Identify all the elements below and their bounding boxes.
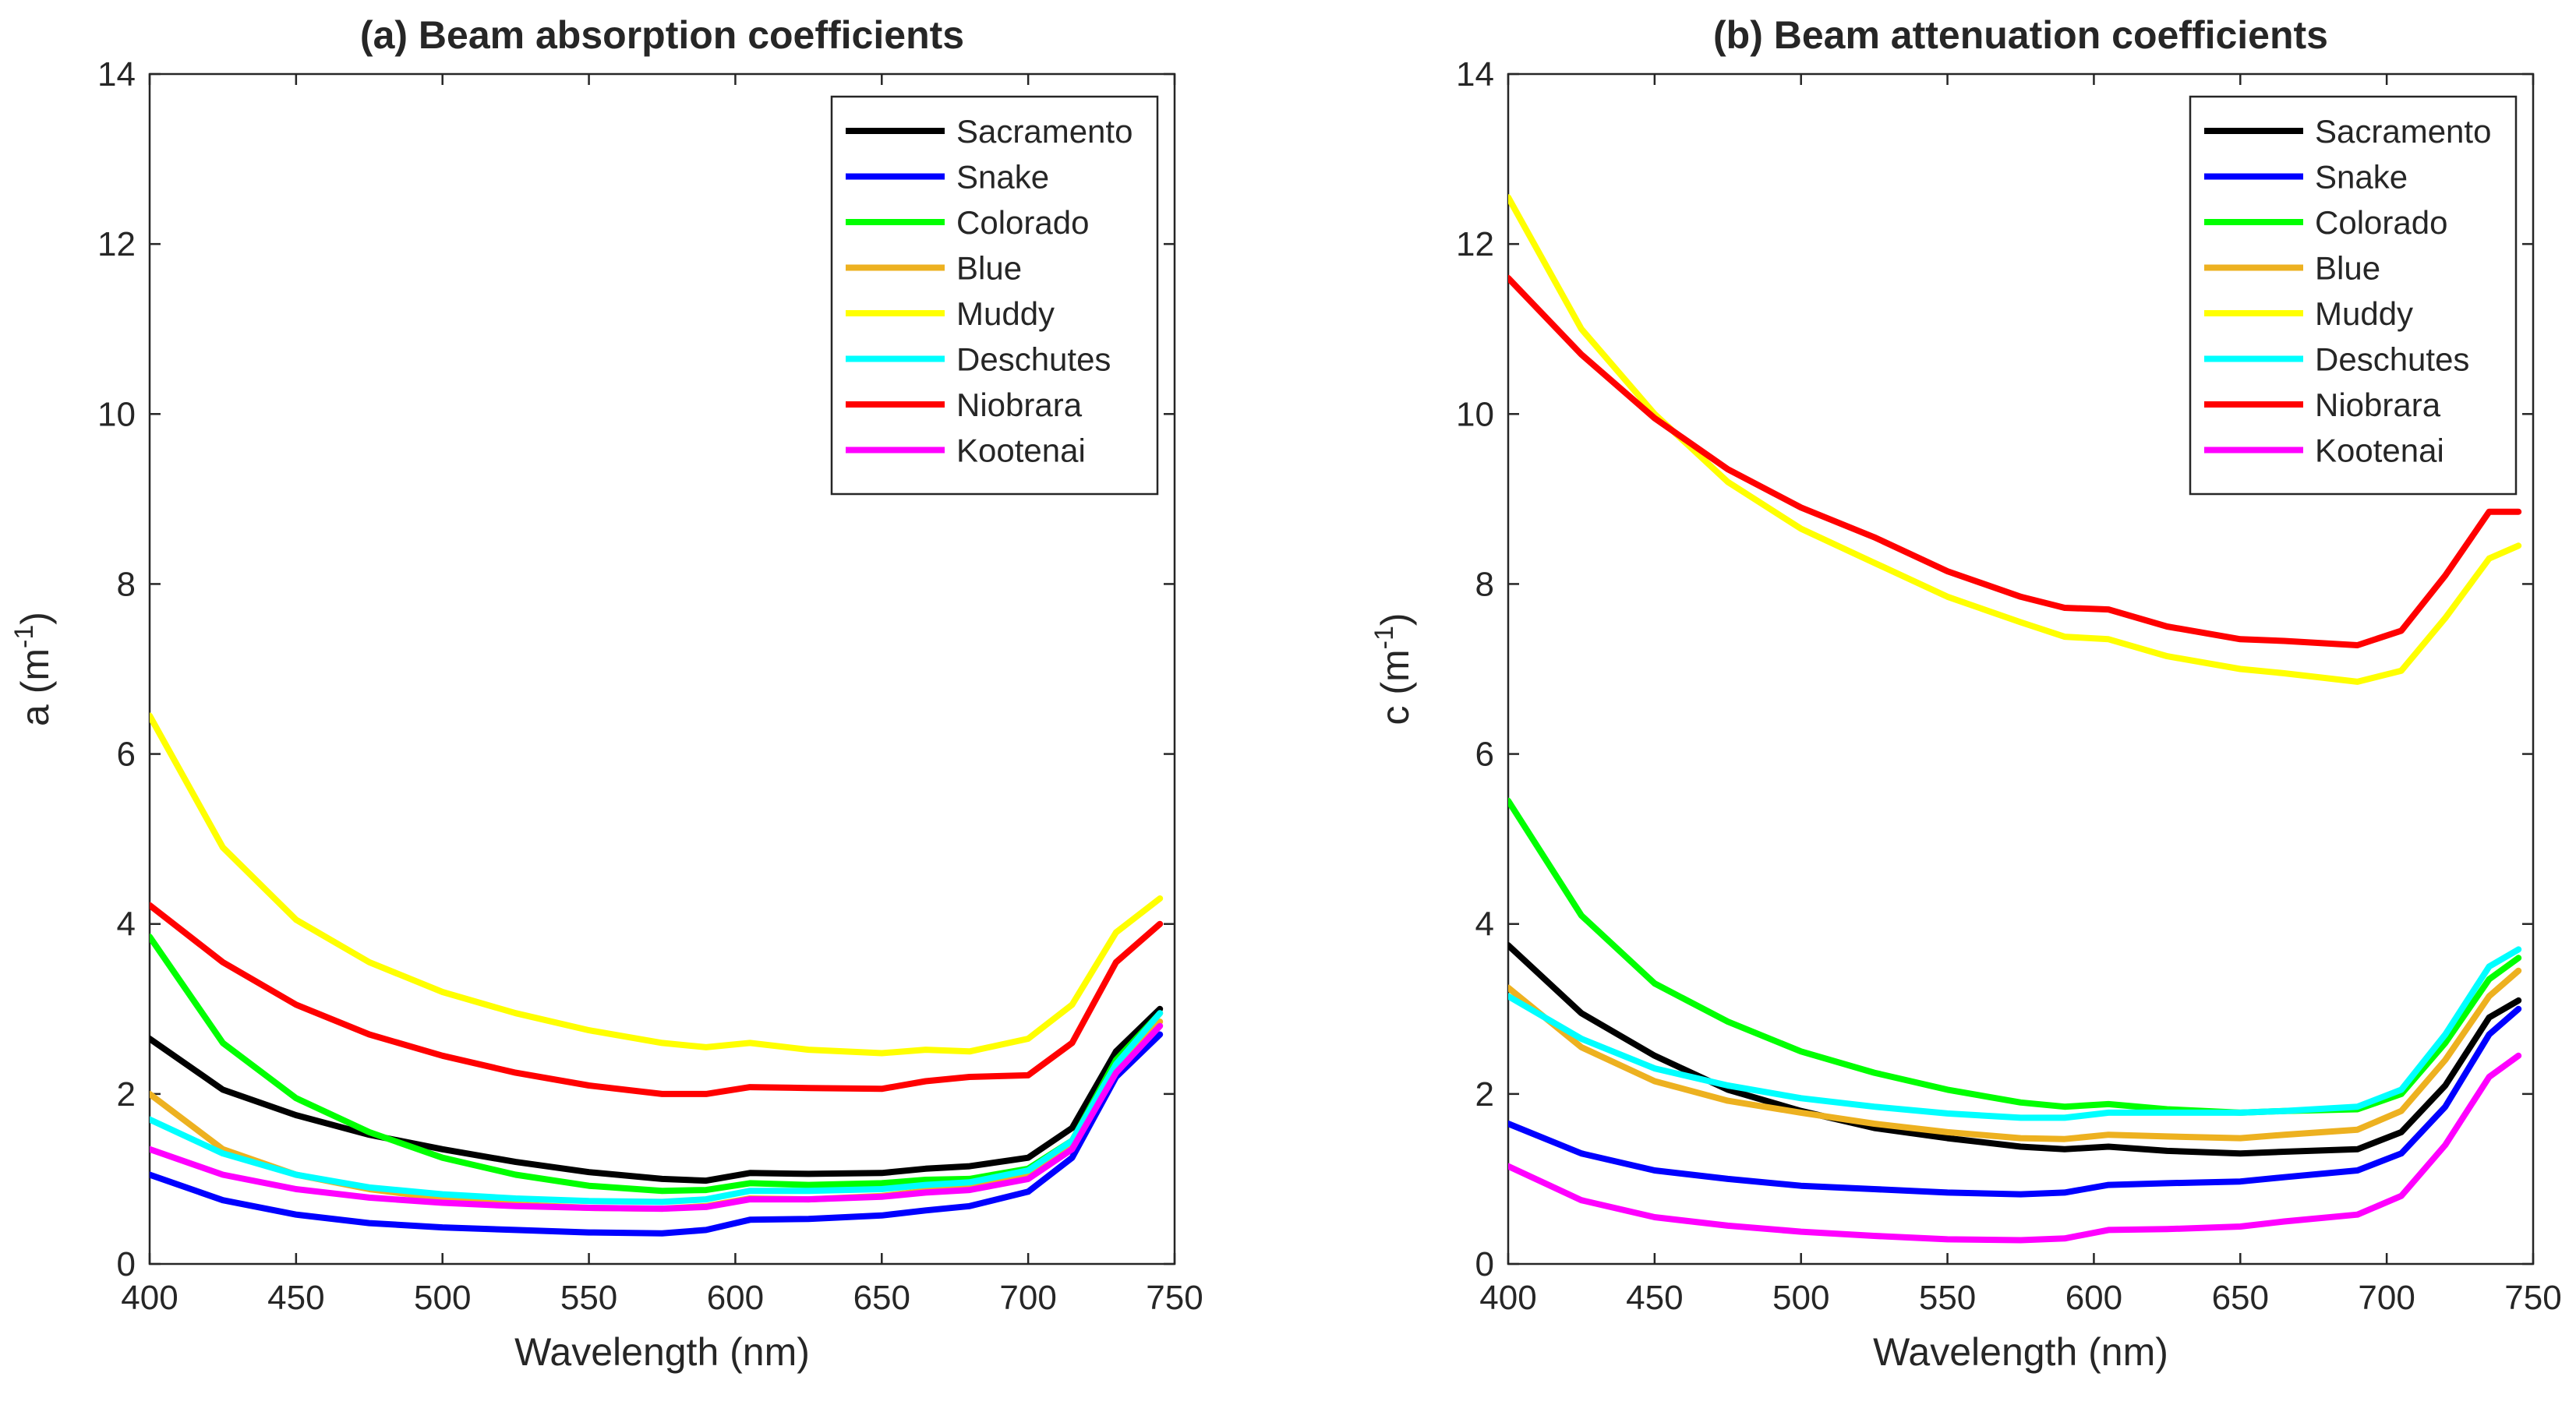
y-tick-label: 14 [97,55,136,94]
legend-label: Deschutes [2315,341,2469,378]
axes-box [1507,72,2535,1266]
y-tick-label: 2 [1475,1075,1494,1114]
y-tick-label: 6 [1475,736,1494,774]
y-tick-label: 0 [1475,1245,1494,1283]
x-axis-label: Wavelength (nm) [1873,1330,2168,1374]
legend-label: Sacramento [956,113,1133,150]
y-tick-label: 8 [117,565,136,603]
series-line-kootenai [150,1022,1164,1213]
series-line-kootenai [1508,1052,2522,1244]
y-axis-label-sup: -1 [1369,626,1399,649]
legend-label: Blue [2315,250,2380,287]
series-line-niobrara [1508,274,2522,648]
legend-label: Kootenai [956,432,1086,469]
legend-label: Kootenai [2315,432,2444,469]
series-line-deschutes [1508,946,2522,1121]
series-line-deschutes [150,1010,1164,1205]
legend-box [2189,95,2518,496]
series-line-muddy [150,712,1164,1057]
x-tick-label: 750 [1146,1279,1203,1317]
panel-attenuation: 400 450 500 550 600 650 700 750 0 2 4 6 8 10 12 14 (b) B… [1369,13,2562,1374]
y-tick-label: 12 [1456,225,1494,263]
axes-box [148,72,1176,1266]
series-line-muddy [1508,194,2522,685]
legend-label: Sacramento [2315,113,2491,150]
series-line-snake [1508,1005,2522,1198]
x-tick-label: 700 [2358,1279,2415,1317]
y-axis-label-sup: -1 [9,625,39,648]
legend-label: Snake [956,159,1049,196]
series-line-niobrara [150,902,1164,1097]
legend-label: Muddy [2315,295,2413,332]
x-tick-label: 550 [1919,1279,1976,1317]
x-tick-label: 450 [1626,1279,1683,1317]
y-tick-label: 0 [117,1245,136,1283]
legend-label: Snake [2315,159,2408,196]
y-tick-label: 4 [1475,905,1494,944]
y-axis-label-base: a (m [13,648,57,726]
series-line-blue [1508,967,2522,1142]
legend-label: Muddy [956,295,1055,332]
x-tick-label: 500 [1772,1279,1829,1317]
y-tick-label: 10 [97,395,136,433]
x-tick-label: 650 [2212,1279,2269,1317]
y-axis-label: c (m-1) [1369,612,1417,725]
x-tick-label: 600 [707,1279,764,1317]
x-tick-label: 600 [2065,1279,2122,1317]
x-axis-label: Wavelength (nm) [514,1330,810,1374]
y-tick-label: 6 [117,736,136,774]
x-tick-label: 400 [121,1279,178,1317]
legend-label: Blue [956,250,1022,287]
x-tick-label: 400 [1479,1279,1536,1317]
y-tick-label: 8 [1475,565,1494,603]
legend: Sacramento Snake Colorado Blue Muddy Deschute… [2189,95,2518,496]
series-line-snake [150,1031,1164,1237]
legend-box [830,95,1159,496]
y-tick-label: 2 [117,1075,136,1114]
y-axis-label-close: ) [1373,612,1417,626]
legend-label: Colorado [2315,204,2447,241]
y-tick-label: 14 [1456,55,1494,94]
x-tick-label: 450 [267,1279,324,1317]
legend-label: Niobrara [956,387,1083,423]
series-group [1508,194,2522,1244]
y-axis-label-base: c (m [1373,649,1417,725]
y-axis-label-close: ) [13,612,57,625]
x-tick-label: 500 [414,1279,471,1317]
series-line-sacramento [150,1005,1164,1184]
x-tick-label: 700 [999,1279,1056,1317]
x-tick-label: 750 [2504,1279,2561,1317]
chart-title: (b) Beam attenuation coefficients [1713,13,2328,57]
chart-title: (a) Beam absorption coefficients [360,13,964,57]
series-group [150,712,1164,1237]
y-tick-label: 4 [117,905,136,944]
y-tick-label: 10 [1456,395,1494,433]
legend-label: Niobrara [2315,387,2441,423]
panel-absorption: 400 450 500 550 600 650 700 750 0 2 4 6 8 10 12 14 (a) B… [9,13,1203,1374]
x-tick-label: 550 [560,1279,617,1317]
y-axis-label: a (m-1) [9,612,57,726]
x-tick-label: 650 [853,1279,910,1317]
legend-label: Deschutes [956,341,1111,378]
legend: Sacramento Snake Colorado Blue Muddy Deschute… [830,95,1159,496]
y-tick-label: 12 [97,225,136,263]
legend-label: Colorado [956,204,1089,241]
